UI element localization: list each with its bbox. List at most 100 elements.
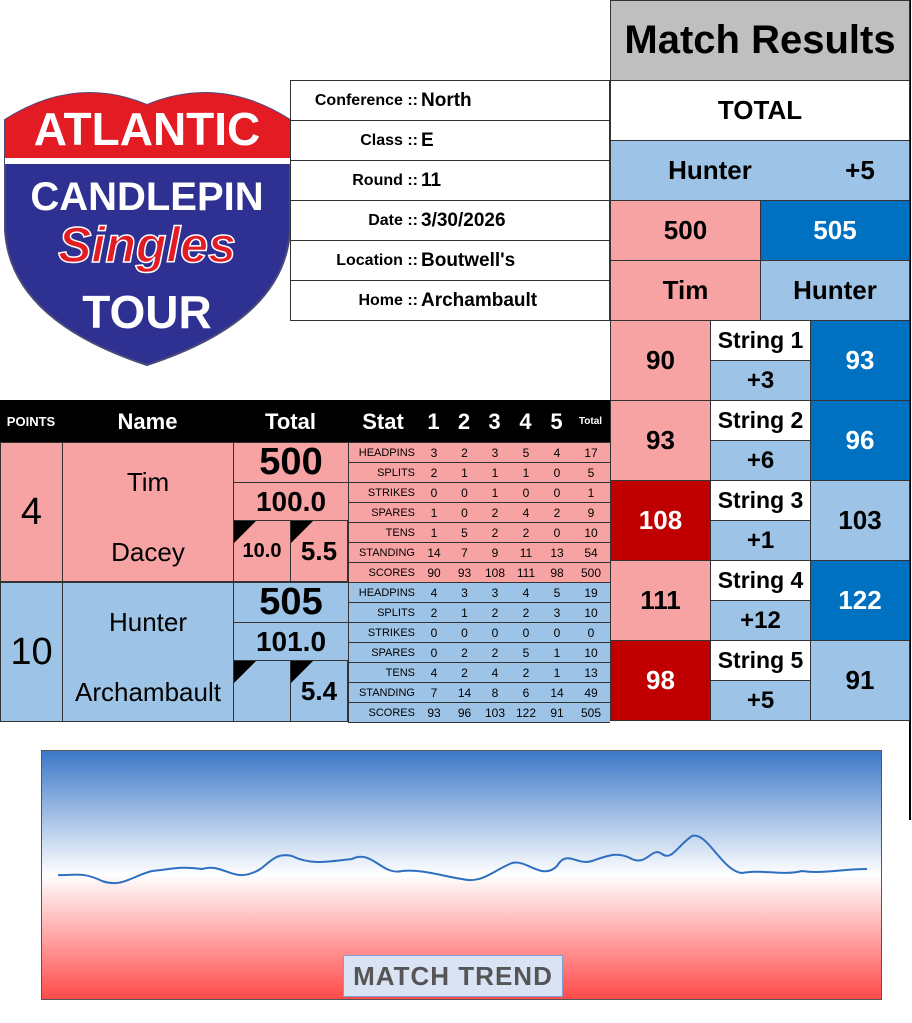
stat-value: 2 (510, 602, 542, 623)
player-last-name: Dacey (111, 536, 185, 567)
string-right: 103 (810, 480, 910, 561)
stat-value: 4 (510, 582, 542, 603)
stat-value: 1 (541, 642, 573, 663)
info-cell (290, 120, 610, 161)
corner-mark (234, 661, 256, 683)
stat-value: 10 (572, 522, 610, 543)
trend-line (57, 834, 868, 885)
string-right: 96 (810, 400, 910, 481)
stat-value: 2 (541, 502, 573, 523)
player-total: 500 (233, 441, 349, 483)
stat-value: 2 (449, 442, 480, 463)
stat-value: 0 (541, 482, 573, 503)
stat-label: TENS (348, 662, 419, 683)
stat-value: 14 (449, 682, 480, 703)
string-label: String 1 (710, 320, 811, 361)
stat-value: 90 (418, 562, 450, 583)
string-right: 91 (810, 640, 910, 721)
stat-label: STANDING (348, 682, 419, 703)
stat-value: 0 (541, 522, 573, 543)
info-cell (290, 280, 610, 321)
player-stat-cell (233, 660, 291, 722)
header-column: 3 (488, 408, 501, 434)
stat-value: 2 (418, 462, 450, 483)
info-value: 11 (421, 169, 442, 191)
player-stat-cell: 5.4 (290, 660, 348, 722)
stat-value: 2 (510, 522, 542, 543)
header-column: 5 (550, 408, 563, 434)
info-value: North (421, 89, 472, 111)
stat-value: 6 (510, 682, 542, 703)
stat-label: STRIKES (348, 482, 419, 503)
player-points: 4 (0, 442, 63, 582)
stat-value: 5 (541, 582, 573, 603)
stat-value: 91 (541, 702, 573, 723)
stat-value: 2 (449, 642, 480, 663)
string-left: 90 (610, 320, 711, 401)
stat-label: HEADPINS (348, 582, 419, 603)
score-right: 505 (760, 200, 910, 261)
info-value: Archambault (421, 289, 538, 311)
header-points: POINTS (6, 414, 56, 429)
header-column: Total (578, 416, 603, 427)
stat-value: 1 (479, 482, 511, 503)
stat-value: 0 (541, 462, 573, 483)
player-first-name: Hunter (108, 606, 188, 637)
player-name-cell (62, 442, 234, 582)
string-right: 93 (810, 320, 910, 401)
player-stat-cell: 10.0 (233, 520, 291, 582)
stat-value: 54 (572, 542, 610, 563)
string-label: String 5 (710, 640, 811, 681)
stat-value: 5 (449, 522, 480, 543)
stat-value: 1 (479, 462, 511, 483)
stat-label: SPARES (348, 502, 419, 523)
stat-value: 0 (449, 622, 480, 643)
stat-value: 0 (449, 482, 480, 503)
string-diff: +6 (710, 440, 811, 481)
string-left: 108 (610, 480, 711, 561)
score-left: 500 (610, 200, 761, 261)
stat-value: 2 (479, 522, 511, 543)
stat-value: 7 (418, 682, 450, 703)
info-value: 3/30/2026 (421, 209, 506, 231)
stat-value: 14 (541, 682, 573, 703)
stat-value: 1 (418, 502, 450, 523)
stat-value: 3 (479, 582, 511, 603)
string-label: String 3 (710, 480, 811, 521)
stat-value: 4 (510, 502, 542, 523)
stat-value: 2 (479, 642, 511, 663)
string-left: 98 (610, 640, 711, 721)
stat-label: TENS (348, 522, 419, 543)
logo-text: TOUR (82, 286, 212, 338)
string-diff: +3 (710, 360, 811, 401)
stat-value: 4 (541, 442, 573, 463)
stat-value: 10 (572, 602, 610, 623)
header-name: Name (117, 408, 178, 434)
header-column: 1 (427, 408, 440, 434)
stat-value: 9 (479, 542, 511, 563)
string-left: 111 (610, 560, 711, 641)
string-right: 122 (810, 560, 910, 641)
info-label: Location :: (336, 251, 418, 269)
string-diff: +1 (710, 520, 811, 561)
info-label: Date :: (368, 211, 418, 229)
stat-value: 93 (449, 562, 480, 583)
stat-value: 505 (572, 702, 610, 723)
stat-value: 111 (510, 562, 542, 583)
stat-value: 17 (572, 442, 610, 463)
stat-value: 49 (572, 682, 610, 703)
stat-value: 4 (479, 662, 511, 683)
stat-value: 13 (572, 662, 610, 683)
info-label: Home :: (358, 291, 418, 309)
stat-value: 14 (418, 542, 450, 563)
stat-value: 13 (541, 542, 573, 563)
player-last-name: Archambault (75, 676, 221, 707)
total-label: TOTAL (610, 80, 910, 141)
stat-value: 3 (418, 442, 450, 463)
info-label: Round :: (352, 171, 418, 189)
string-label: String 4 (710, 560, 811, 601)
stat-value: 0 (541, 622, 573, 643)
string-label: String 2 (710, 400, 811, 441)
stat-value: 5 (510, 442, 542, 463)
stat-value: 8 (479, 682, 511, 703)
